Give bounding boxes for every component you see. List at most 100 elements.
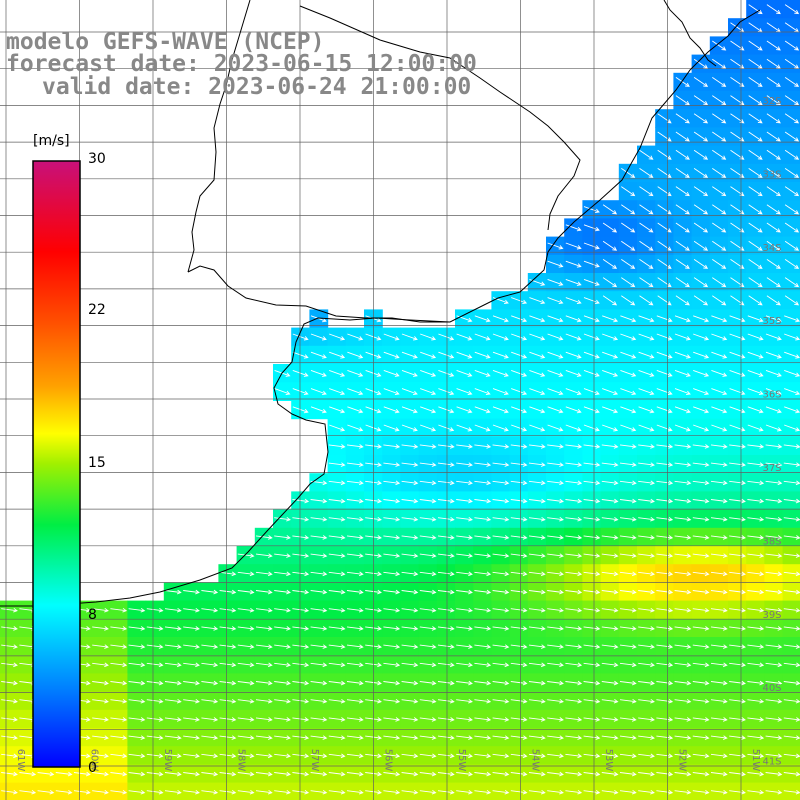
wind-arrow: [92, 644, 109, 649]
wind-arrow: [784, 168, 800, 178]
wind-arrow: [674, 717, 692, 722]
wind-arrow: [528, 516, 546, 522]
wind-arrow: [19, 789, 37, 795]
wind-arrow: [237, 735, 255, 740]
wind-arrow: [601, 444, 619, 449]
wind-arrow: [237, 607, 255, 613]
wind-arrow: [766, 58, 781, 69]
wind-arrow: [1, 698, 18, 704]
wind-arrow: [383, 553, 401, 558]
wind-arrow: [692, 789, 710, 795]
wind-arrow: [547, 297, 564, 305]
wind-arrow: [456, 406, 473, 414]
wind-arrow: [419, 535, 437, 540]
wind-arrow: [547, 369, 564, 377]
wind-arrow: [766, 186, 781, 197]
forecast-date: forecast date: 2023-06-15 12:00:00: [6, 51, 477, 77]
wind-arrow: [674, 480, 692, 486]
wind-arrow: [219, 589, 237, 595]
lat-label: 40S: [762, 683, 781, 694]
wind-arrow: [638, 516, 655, 522]
wind-arrow: [547, 553, 564, 558]
wind-arrow: [657, 204, 672, 215]
wind-arrow: [346, 753, 364, 759]
wind-arrow: [710, 607, 728, 613]
wind-arrow: [729, 351, 746, 359]
wind-arrow: [110, 644, 128, 649]
wind-arrow: [474, 315, 491, 323]
wind-arrow: [583, 771, 601, 777]
wind-arrow: [511, 351, 528, 359]
wind-arrow: [583, 717, 601, 722]
wind-arrow: [201, 644, 219, 649]
wind-arrow: [456, 753, 473, 759]
field-cell: [782, 127, 800, 147]
wind-arrow: [729, 571, 746, 577]
wind-arrow: [565, 571, 583, 577]
wind-arrow: [638, 753, 655, 759]
wind-arrow: [693, 168, 709, 178]
wind-arrow: [639, 222, 654, 233]
wind-arrow: [437, 698, 455, 704]
colorbar-gradient: [32, 160, 81, 768]
wind-arrow: [656, 771, 674, 777]
wind-arrow: [656, 498, 674, 504]
wind-arrow: [729, 462, 746, 467]
wind-arrow: [219, 735, 237, 740]
wind-arrow: [456, 771, 473, 777]
wind-arrow: [92, 698, 109, 704]
wind-arrow: [656, 406, 673, 414]
wind-arrow: [674, 498, 692, 504]
wind-arrow: [712, 40, 727, 51]
wind-arrow: [712, 149, 727, 160]
wind-arrow: [146, 680, 164, 686]
wind-arrow: [765, 644, 783, 649]
wind-arrow: [255, 535, 273, 540]
uruguay-river-border: [187, 0, 251, 273]
wind-arrow: [765, 315, 782, 323]
wind-arrow: [328, 498, 346, 504]
wind-arrow: [365, 680, 382, 686]
wind-arrow: [365, 333, 382, 341]
wind-arrow: [766, 222, 781, 233]
wind-arrow: [712, 131, 727, 142]
wind-arrow: [492, 444, 510, 449]
wind-arrow: [748, 58, 763, 69]
wind-arrow: [765, 680, 783, 686]
wind-arrow: [456, 680, 473, 686]
wind-arrow: [692, 680, 710, 686]
wind-arrow: [437, 480, 455, 486]
wind-arrow: [383, 480, 401, 486]
wind-arrow: [765, 626, 783, 631]
wind-arrow: [638, 644, 655, 649]
wind-arrow: [383, 589, 401, 595]
wind-arrow: [674, 644, 692, 649]
wind-arrow: [328, 662, 346, 668]
wind-arrow: [346, 662, 364, 668]
wind-arrow: [565, 369, 582, 377]
wind-arrow: [528, 735, 546, 740]
wind-arrow: [638, 626, 655, 631]
wind-arrow: [692, 662, 710, 668]
wind-arrow: [565, 242, 582, 250]
wind-arrow: [547, 260, 564, 268]
wind-arrow: [401, 771, 419, 777]
wind-arrow: [547, 351, 564, 359]
wind-arrow: [693, 113, 709, 124]
wind-arrow: [693, 77, 709, 87]
wind-arrow: [146, 698, 164, 704]
wind-arrow: [274, 771, 291, 777]
wind-arrow: [747, 735, 765, 740]
wind-arrow: [766, 295, 781, 306]
wind-arrow: [328, 753, 346, 759]
wind-arrow: [401, 498, 419, 504]
wind-arrow: [183, 644, 200, 649]
wind-arrow: [565, 607, 583, 613]
wind-arrow: [328, 717, 346, 722]
wind-arrow: [765, 771, 783, 777]
wind-arrow: [657, 295, 672, 306]
wind-arrow: [692, 771, 710, 777]
wind-arrow: [274, 644, 291, 649]
lat-label: 33S: [762, 169, 781, 180]
